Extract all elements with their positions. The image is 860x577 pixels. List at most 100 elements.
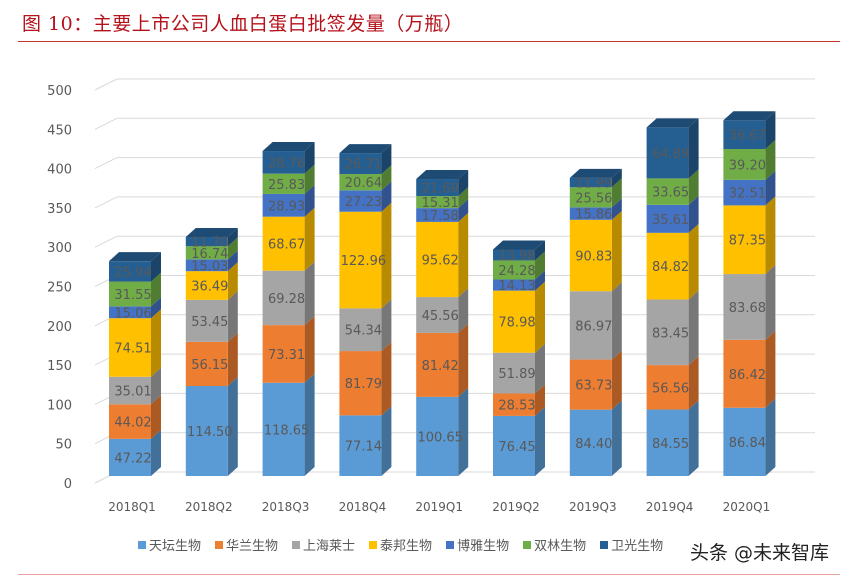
bar-side <box>458 187 469 209</box>
bar-top <box>416 170 469 180</box>
bar-segment <box>723 120 766 150</box>
data-label: 81.79 <box>345 377 382 392</box>
data-label: 74.51 <box>114 341 151 356</box>
bar-segment <box>569 207 612 220</box>
bar-segment <box>185 299 228 342</box>
data-label: 20.64 <box>345 176 382 191</box>
data-label: 86.97 <box>575 319 612 334</box>
bar-side <box>458 387 469 476</box>
bar-side <box>535 406 545 476</box>
legend-label: 华兰生物 <box>226 539 279 554</box>
bar-side <box>304 142 315 174</box>
bar-side <box>535 343 545 394</box>
bar-segment <box>262 173 305 194</box>
bar-side <box>535 384 545 416</box>
bar-side <box>227 250 238 272</box>
bar-side <box>765 170 776 206</box>
y-tick-label: 300 <box>47 241 72 256</box>
bar-side <box>381 202 392 309</box>
bar-side <box>688 223 699 300</box>
data-label: 56.15 <box>191 358 228 373</box>
data-label: 69.28 <box>268 292 305 307</box>
bar-side <box>765 398 776 476</box>
data-label: 31.55 <box>114 288 151 303</box>
y-tick-label: 200 <box>47 320 72 335</box>
bar-segment <box>339 174 382 191</box>
bar-side <box>765 265 776 340</box>
y-tick-label: 100 <box>47 398 72 413</box>
bar-top <box>723 111 776 121</box>
bar-segment <box>569 177 612 188</box>
bar-side <box>688 400 699 476</box>
data-label: 25.83 <box>268 178 305 193</box>
bar-side <box>535 251 545 280</box>
bar-side <box>688 290 699 366</box>
data-label: 13.98 <box>498 249 535 264</box>
bar-segment <box>339 211 382 309</box>
data-label: 51.89 <box>498 367 535 382</box>
y-tick-label: 400 <box>47 163 72 178</box>
bar-side <box>381 342 392 416</box>
bar-segment <box>109 281 151 307</box>
legend-swatch <box>446 540 455 549</box>
bar-side <box>151 395 161 439</box>
data-label: 26.71 <box>345 158 382 173</box>
legend-label: 泰邦生物 <box>380 539 433 554</box>
bar-segment <box>109 404 151 439</box>
data-label: 87.35 <box>729 234 766 249</box>
legend-swatch <box>600 540 609 549</box>
bar-segment <box>339 153 382 175</box>
gridline-diag <box>94 78 118 91</box>
bar-segment <box>416 221 459 298</box>
bar-segment <box>109 376 151 405</box>
data-label: 15.86 <box>575 208 612 223</box>
data-label: 90.83 <box>575 250 612 265</box>
data-label: 83.45 <box>652 326 689 341</box>
bar-side <box>765 140 776 180</box>
x-tick-label: 2019Q2 <box>492 500 540 514</box>
bar-segment <box>493 249 535 261</box>
bar-side <box>458 199 469 222</box>
bar-segment <box>109 438 151 476</box>
x-tick-label: 2018Q1 <box>108 500 156 514</box>
bar-segment <box>723 179 766 206</box>
bar-side <box>227 290 238 342</box>
data-label: 77.14 <box>345 440 382 455</box>
data-label: 84.82 <box>652 260 689 275</box>
bar-segment <box>262 193 305 217</box>
bar-side <box>458 288 469 333</box>
data-label: 36.49 <box>191 280 228 295</box>
chart-title: 图 10：主要上市公司人血白蛋白批签发量（万瓶） <box>22 13 464 35</box>
bar-segment <box>493 393 535 416</box>
bar-segment <box>493 279 535 291</box>
data-label: 118.65 <box>264 423 310 438</box>
bar-side <box>458 323 469 397</box>
data-label: 64.89 <box>652 147 689 162</box>
bar-side <box>611 210 622 292</box>
bar-segment <box>416 179 459 197</box>
x-tick-label: 2020Q1 <box>723 500 771 514</box>
data-label: 81.42 <box>422 359 459 374</box>
data-label: 21.69 <box>422 182 459 197</box>
bar-segment <box>416 297 459 333</box>
bar-side <box>611 168 622 188</box>
bar-side <box>381 181 392 212</box>
y-tick-label: 50 <box>55 438 72 453</box>
data-label: 76.45 <box>498 440 535 455</box>
bar-segment <box>185 237 228 247</box>
footer-rule <box>18 574 840 575</box>
legend-item: 上海莱士 <box>292 535 355 554</box>
bar-segment <box>723 339 766 408</box>
bar-segment <box>339 308 382 352</box>
data-label: 47.22 <box>114 451 151 466</box>
legend-item: 双林生物 <box>523 535 586 554</box>
bar-side <box>227 228 238 247</box>
bar-side <box>151 429 161 476</box>
data-label: 36.67 <box>729 129 766 144</box>
gridline-diag <box>94 117 118 130</box>
data-label: 35.01 <box>114 385 151 400</box>
bar-top <box>493 240 545 250</box>
bar-segment <box>185 386 228 476</box>
bar-segment <box>723 149 766 180</box>
bar-segment <box>569 409 612 476</box>
